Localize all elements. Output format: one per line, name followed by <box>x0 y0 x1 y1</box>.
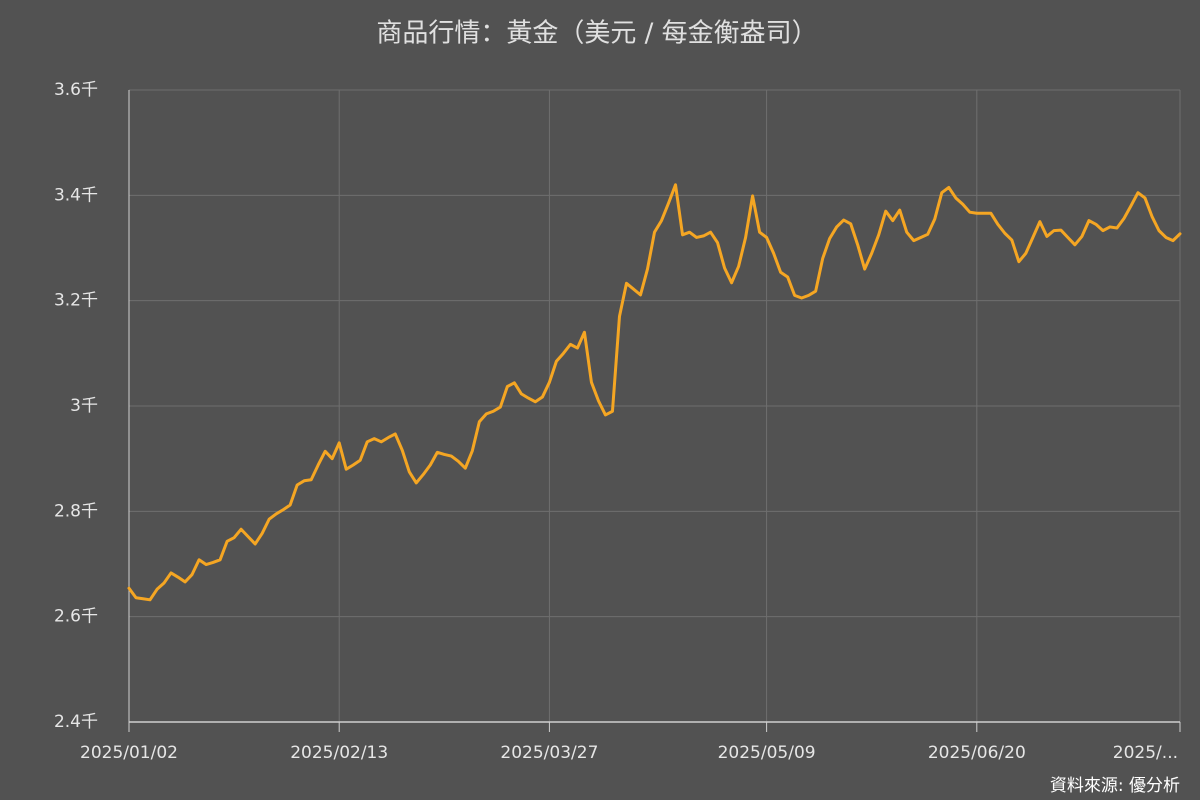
y-tick-label: 3千 <box>70 396 98 416</box>
x-tick-label: 2025/05/09 <box>718 743 816 763</box>
x-tick-label: 2025/02/13 <box>290 743 388 763</box>
y-tick-label: 3.2千 <box>54 291 98 311</box>
y-tick-label: 2.4千 <box>54 712 98 732</box>
price-line <box>127 183 1182 602</box>
x-tick-label: 2025/01/02 <box>80 743 178 763</box>
chart-title: 商品行情：黃金（美元 / 每金衡盎司） <box>376 19 817 49</box>
x-tick-label: 2025/... <box>1113 743 1178 763</box>
y-tick-label: 3.6千 <box>54 80 98 100</box>
y-tick-label: 2.6千 <box>54 607 98 627</box>
y-tick-label: 2.8千 <box>54 501 98 521</box>
source-note: 資料來源: 優分析 <box>1050 776 1180 796</box>
y-tick-label: 3.4千 <box>54 185 98 205</box>
x-tick-label: 2025/06/20 <box>928 743 1026 763</box>
x-tick-label: 2025/03/27 <box>500 743 598 763</box>
